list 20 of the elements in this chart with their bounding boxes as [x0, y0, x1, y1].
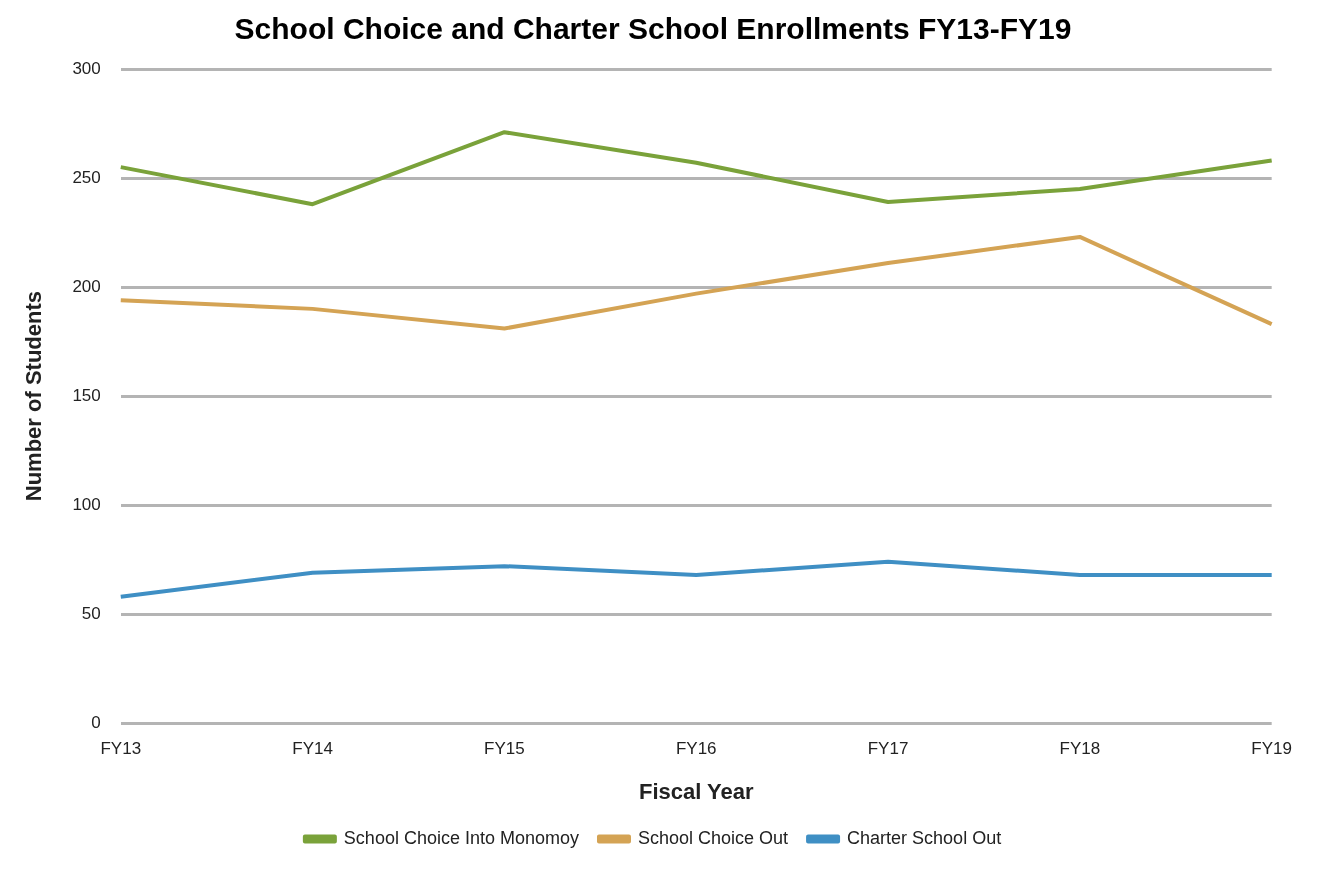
x-tick-label: FY15	[484, 739, 525, 759]
x-tick-label: FY14	[292, 739, 333, 759]
y-tick-label: 150	[72, 385, 101, 405]
y-tick-label: 200	[72, 276, 101, 296]
legend-label: School Choice Out	[637, 827, 789, 848]
x-tick-label: FY17	[867, 739, 909, 759]
chart-title: School Choice and Charter School Enrollments FY13-FY19	[234, 12, 1072, 46]
legend-label: School Choice Into Monomoy	[343, 827, 579, 848]
x-tick-label: FY18	[1059, 739, 1101, 759]
x-tick-label: FY13	[100, 739, 142, 759]
y-tick-label: 300	[72, 58, 101, 78]
y-tick-label: 250	[72, 167, 101, 187]
y-tick-label: 50	[81, 603, 101, 623]
y-axis-title: Number of Students	[21, 290, 47, 502]
legend-label: Charter School Out	[847, 827, 1002, 848]
x-axis-title: Fiscal Year	[638, 778, 754, 804]
y-tick-label: 0	[91, 712, 101, 732]
x-tick-label: FY16	[675, 739, 717, 759]
x-tick-label: FY19	[1251, 739, 1292, 759]
y-tick-label: 100	[72, 494, 101, 514]
